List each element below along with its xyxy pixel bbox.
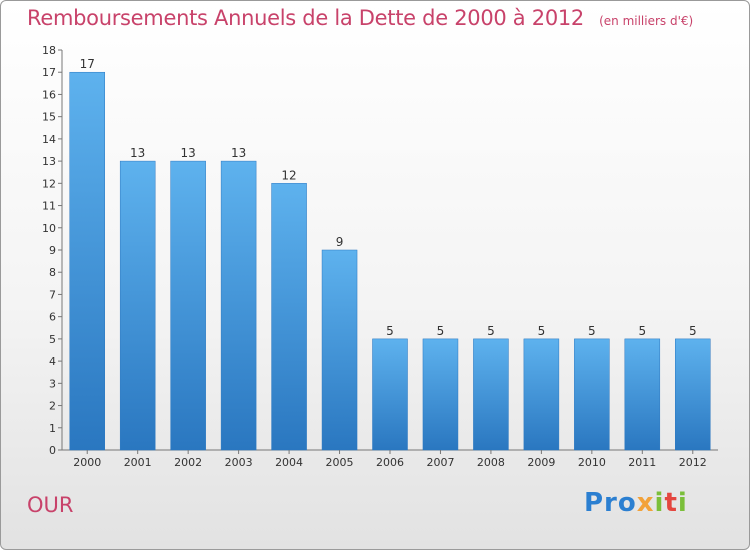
y-tick-label: 3	[49, 377, 56, 390]
x-tick-label: 2006	[376, 456, 404, 469]
bar	[422, 338, 459, 451]
x-tick-label: 2004	[275, 456, 303, 469]
logo-part: t	[664, 488, 678, 518]
bar	[170, 160, 206, 451]
bar	[220, 160, 257, 451]
bar	[271, 183, 307, 451]
proxiti-logo: Proxiti	[584, 488, 688, 518]
logo-part: i	[654, 488, 665, 518]
bar-value-label: 5	[638, 324, 646, 338]
y-tick-label: 11	[42, 200, 56, 213]
bar	[574, 338, 610, 451]
bar	[69, 71, 105, 451]
bar-value-label: 17	[80, 57, 95, 71]
y-tick-label: 18	[42, 44, 56, 57]
bar-value-label: 5	[689, 324, 697, 338]
bar-value-label: 9	[336, 235, 344, 249]
bar-value-label: 5	[588, 324, 596, 338]
bar-value-label: 13	[181, 146, 196, 160]
chart-title-text: Remboursements Annuels de la Dette de 20…	[27, 6, 584, 30]
x-tick-label: 2012	[679, 456, 707, 469]
bar-value-label: 13	[231, 146, 246, 160]
x-tick-label: 2009	[527, 456, 555, 469]
y-tick-label: 8	[49, 266, 56, 279]
commune-name: OUR	[27, 493, 74, 517]
y-tick-label: 6	[49, 311, 56, 324]
bar	[523, 338, 560, 451]
x-tick-label: 2008	[477, 456, 505, 469]
x-tick-label: 2003	[225, 456, 253, 469]
bar	[675, 338, 711, 451]
bar-value-label: 5	[437, 324, 445, 338]
y-tick-label: 5	[49, 333, 56, 346]
x-tick-label: 2005	[326, 456, 354, 469]
y-tick-label: 9	[49, 244, 56, 257]
y-tick-label: 1	[49, 422, 56, 435]
y-tick-label: 7	[49, 288, 56, 301]
bar-value-label: 5	[538, 324, 546, 338]
bar	[119, 160, 156, 451]
x-tick-label: 2007	[426, 456, 454, 469]
bar-value-label: 5	[487, 324, 495, 338]
bar	[624, 338, 661, 451]
y-tick-label: 4	[49, 355, 56, 368]
x-tick-label: 2002	[174, 456, 202, 469]
logo-part: Pro	[584, 488, 637, 518]
x-tick-label: 2010	[578, 456, 606, 469]
y-tick-label: 13	[42, 155, 56, 168]
bar-value-label: 12	[281, 168, 296, 182]
y-tick-label: 14	[42, 133, 56, 146]
chart-title: Remboursements Annuels de la Dette de 20…	[27, 6, 693, 30]
logo-part: i	[677, 488, 688, 518]
bar-value-label: 5	[386, 324, 394, 338]
bar	[473, 338, 509, 451]
bar	[321, 249, 358, 451]
x-tick-label: 2000	[73, 456, 101, 469]
y-tick-label: 0	[49, 444, 56, 457]
x-tick-label: 2011	[628, 456, 656, 469]
y-tick-label: 15	[42, 111, 56, 124]
logo-part: x	[636, 488, 655, 518]
y-tick-label: 16	[42, 88, 56, 101]
bar-value-label: 13	[130, 146, 145, 160]
chart-unit-note: (en milliers d'€)	[599, 14, 694, 28]
x-tick-label: 2001	[124, 456, 152, 469]
y-tick-label: 17	[42, 66, 56, 79]
y-tick-label: 12	[42, 177, 56, 190]
y-tick-label: 2	[49, 400, 56, 413]
y-tick-label: 10	[42, 222, 56, 235]
bar	[372, 338, 408, 451]
